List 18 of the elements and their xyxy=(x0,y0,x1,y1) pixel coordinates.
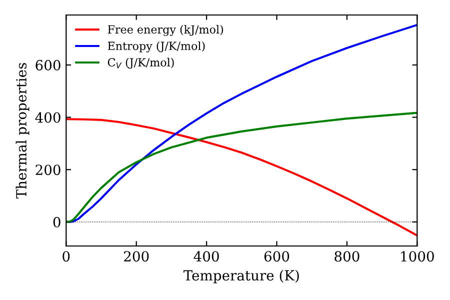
line-series xyxy=(66,112,418,223)
y-tick-label: 600 xyxy=(36,60,60,70)
legend-label: Free energy (kJ/mol) xyxy=(108,25,224,36)
x-tick-label: 0 xyxy=(62,251,70,262)
x-axis-title: Temperature (K) xyxy=(183,270,299,284)
legend-label: C$_{V}$ (J/K/mol) xyxy=(108,58,174,69)
y-axis-title: Thermal properties xyxy=(16,63,30,199)
y-tick-label: 0 xyxy=(53,216,60,228)
y-tick-label: 200 xyxy=(36,164,60,176)
x-tick-label: 600 xyxy=(264,251,290,262)
x-tick-label: 800 xyxy=(334,251,360,262)
x-tick-label: 400 xyxy=(194,251,219,262)
y-tick-label: 400 xyxy=(35,112,60,123)
line-series xyxy=(66,24,418,223)
legend-label: Entropy (J/K/mol) xyxy=(108,41,205,52)
line-series xyxy=(66,118,418,237)
x-tick-label: 1000 xyxy=(401,251,434,262)
x-tick-label: 200 xyxy=(124,251,149,262)
